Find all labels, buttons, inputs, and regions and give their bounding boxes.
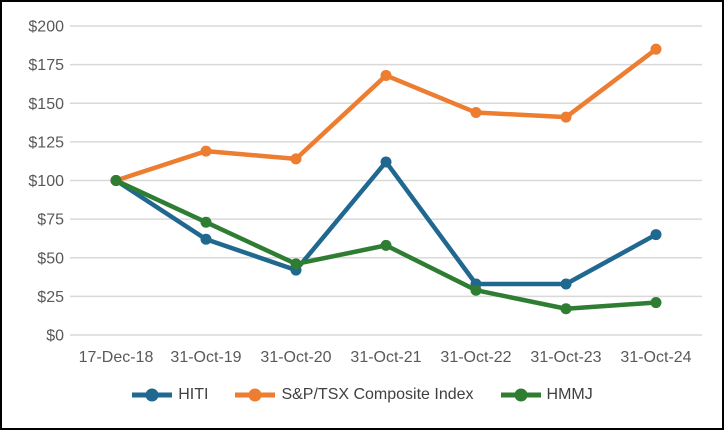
data-point-hmmj [380, 239, 392, 251]
data-point-s-p-tsx-composite-index [650, 43, 662, 55]
data-point-hmmj [650, 297, 662, 309]
y-axis-tick-label: $75 [37, 212, 64, 229]
y-axis-tick-label: $0 [46, 328, 64, 345]
legend-item-hmmj: HMMJ [500, 386, 593, 404]
legend-item-s-p-tsx-composite-index: S&P/TSX Composite Index [234, 386, 474, 404]
legend-label: HITI [178, 386, 209, 403]
data-point-hiti [560, 278, 572, 290]
data-point-s-p-tsx-composite-index [470, 107, 482, 119]
y-axis-tick-label: $50 [37, 250, 64, 267]
data-point-s-p-tsx-composite-index [200, 145, 212, 157]
legend-label: S&P/TSX Composite Index [281, 386, 474, 403]
chart-legend: HITI S&P/TSX Composite Index HMMJ [2, 386, 722, 404]
data-point-s-p-tsx-composite-index [290, 153, 302, 165]
x-axis-tick-label: 31-Oct-24 [620, 349, 691, 366]
data-point-hmmj [560, 303, 572, 315]
y-axis-tick-label: $200 [28, 19, 64, 36]
y-axis-tick-label: $125 [28, 134, 64, 151]
x-axis-tick-label: 31-Oct-20 [260, 349, 331, 366]
x-axis-tick-label: 17-Dec-18 [79, 349, 154, 366]
legend-marker-icon [132, 388, 173, 402]
y-axis-tick-label: $25 [37, 289, 64, 306]
data-point-hiti [200, 233, 212, 245]
data-point-hiti [650, 229, 662, 241]
x-axis-tick-label: 31-Oct-21 [350, 349, 421, 366]
data-point-s-p-tsx-composite-index [380, 69, 392, 81]
legend-marker-icon [235, 388, 276, 402]
data-point-hmmj [110, 175, 122, 186]
data-point-hmmj [200, 216, 212, 228]
data-point-hmmj [470, 284, 482, 296]
data-point-s-p-tsx-composite-index [560, 111, 572, 123]
x-axis-tick-label: 31-Oct-22 [440, 349, 511, 366]
x-axis-tick-label: 31-Oct-19 [170, 349, 241, 366]
legend-marker-icon [500, 388, 541, 402]
data-point-hmmj [290, 258, 302, 270]
legend-label: HMMJ [546, 386, 593, 403]
x-axis-tick-label: 31-Oct-23 [530, 349, 601, 366]
y-axis-tick-label: $175 [28, 57, 64, 74]
data-point-hiti [380, 156, 392, 168]
legend-item-hiti: HITI [131, 386, 208, 404]
y-axis-tick-label: $100 [28, 173, 64, 190]
y-axis-tick-label: $150 [28, 96, 64, 113]
